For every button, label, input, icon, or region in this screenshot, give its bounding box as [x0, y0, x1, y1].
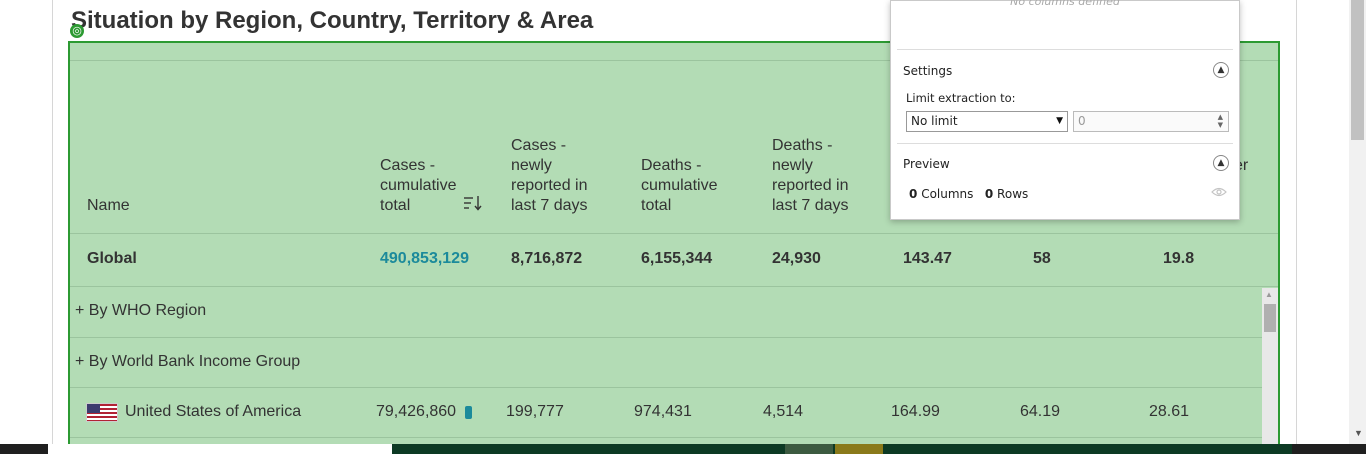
target-icon[interactable]: ◎	[70, 24, 84, 38]
taskbar-app-button[interactable]	[785, 444, 833, 454]
global-name: Global	[87, 250, 137, 267]
limit-label: Limit extraction to:	[906, 91, 1016, 105]
extraction-panel: No columns defined Settings ▲ Limit extr…	[890, 0, 1240, 220]
settings-title: Settings	[903, 64, 953, 78]
panel-divider	[897, 49, 1233, 50]
column-header-name[interactable]: Name	[87, 197, 130, 214]
limit-count-value: 0	[1078, 114, 1086, 128]
column-header-cases-total[interactable]: Cases - cumulative total	[380, 157, 457, 214]
columns-count: 0	[909, 187, 918, 201]
limit-count-input[interactable]: 0 ▲ ▼	[1073, 111, 1229, 132]
column-header-cases-7d[interactable]: Cases - newly reported in last 7 days	[511, 137, 588, 214]
column-header-deaths-7d[interactable]: Deaths - newly reported in last 7 days	[772, 137, 849, 214]
spinner-arrows-icon[interactable]: ▲ ▼	[1217, 113, 1223, 129]
panel-divider	[897, 143, 1233, 144]
header-divider	[70, 233, 1278, 234]
global-cases-total-link[interactable]: 490,853,129	[380, 250, 469, 267]
table-scrollbar-thumb[interactable]	[1264, 304, 1276, 332]
row-cases-total: 79,426,860	[376, 403, 457, 420]
global-row-divider	[70, 286, 1278, 287]
rows-count: 0	[984, 187, 994, 201]
eye-icon[interactable]	[1211, 187, 1227, 197]
table-top-divider	[70, 60, 1278, 61]
cases-bar-indicator	[465, 406, 472, 419]
limit-select[interactable]: No limit ▼	[906, 111, 1068, 132]
row-name[interactable]: United States of America	[125, 403, 302, 420]
empty-columns-message: No columns defined	[1010, 0, 1120, 8]
global-deaths-total: 6,155,344	[641, 250, 713, 267]
global-col7: 58	[1033, 250, 1051, 267]
chevron-down-icon: ▼	[1056, 116, 1063, 126]
columns-label: Columns	[921, 187, 974, 201]
preview-title: Preview	[903, 157, 950, 171]
group-row-divider	[70, 337, 1278, 338]
section-title: Situation by Region, Country, Territory …	[71, 7, 594, 34]
scroll-up-icon[interactable]: ▲	[1265, 290, 1273, 299]
rows-label: Rows	[997, 187, 1029, 201]
taskbar-search-area[interactable]	[48, 444, 392, 454]
sort-descending-icon[interactable]	[463, 195, 483, 211]
row-deaths-total: 974,431	[634, 403, 692, 420]
taskbar	[0, 444, 1366, 454]
data-row-divider	[70, 437, 1278, 438]
global-deaths-7d: 24,930	[772, 250, 821, 267]
preview-collapse-icon[interactable]: ▲	[1213, 155, 1229, 171]
preview-stats: 0 Columns 0 Rows	[909, 187, 1028, 201]
row-col7: 64.19	[1020, 403, 1061, 420]
row-col6: 164.99	[891, 403, 940, 420]
group-toggle-who-region[interactable]: + By WHO Region	[75, 302, 207, 319]
row-cases-7d: 199,777	[506, 403, 564, 420]
group-toggle-income-group[interactable]: + By World Bank Income Group	[75, 353, 301, 370]
global-col6: 143.47	[903, 250, 952, 267]
limit-select-value: No limit	[911, 114, 958, 128]
global-cases-7d: 8,716,872	[511, 250, 583, 267]
table-scrollbar[interactable]: ▲	[1262, 288, 1278, 444]
column-header-deaths-total[interactable]: Deaths - cumulative total	[641, 157, 718, 214]
taskbar-app-button[interactable]	[835, 444, 883, 454]
global-col8: 19.8	[1163, 250, 1195, 267]
page-scrollbar[interactable]: ▼	[1349, 0, 1366, 444]
settings-collapse-icon[interactable]: ▲	[1213, 62, 1229, 78]
row-deaths-7d: 4,514	[763, 403, 804, 420]
page-scrollbar-thumb[interactable]	[1351, 0, 1364, 140]
row-col8: 28.61	[1149, 403, 1190, 420]
scroll-down-icon[interactable]: ▼	[1354, 428, 1363, 438]
group-row-divider	[70, 387, 1278, 388]
usa-flag-icon	[87, 404, 117, 421]
